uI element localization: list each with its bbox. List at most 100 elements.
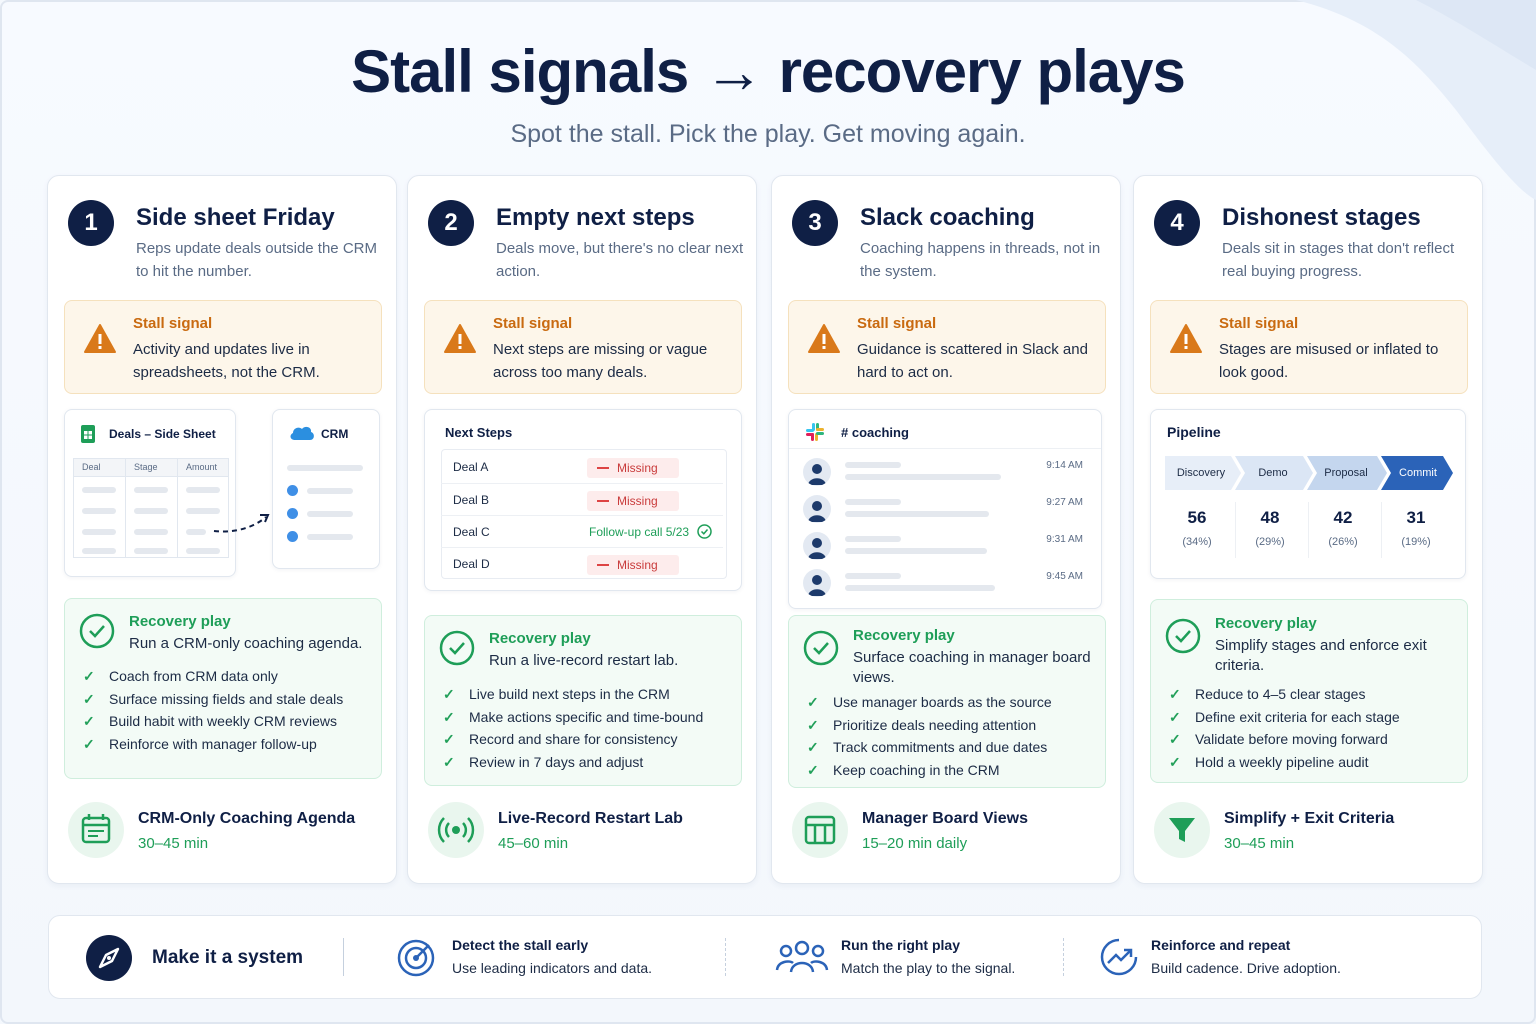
avatar (803, 458, 831, 486)
play-duration: 45–60 min (498, 835, 569, 852)
slack-panel: # coaching 9:14 AM 9:27 AM 9:31 AM 9:45 … (788, 409, 1102, 609)
panel-title: Next Steps (445, 425, 513, 440)
header: Stall signals → recovery plays Spot the … (0, 36, 1536, 149)
stall-signal-box: Stall signal Guidance is scattered in Sl… (788, 300, 1106, 394)
message-time: 9:27 AM (1046, 497, 1083, 508)
slack-icon (806, 423, 824, 441)
panel-title: Pipeline (1167, 424, 1221, 440)
recovery-list: ✓ Reduce to 4–5 clear stages ✓ Define exit… (1169, 683, 1400, 774)
list-item: ✓ Build habit with weekly CRM reviews (83, 713, 337, 730)
play-duration: 15–20 min daily (862, 835, 968, 852)
recovery-text: Simplify stages and enforce exit criteri… (1215, 637, 1427, 674)
stage-percent: (29%) (1255, 536, 1285, 548)
card-description: Reps update deals outside the CRM to hit… (136, 240, 377, 280)
recovery-heading: Recovery play (489, 630, 591, 647)
missing-badge: Missing (587, 458, 679, 478)
card-title: Empty next steps (496, 204, 695, 231)
recovery-list: ✓ Live build next steps in the CRM ✓ Make … (443, 683, 703, 774)
warning-icon (444, 324, 476, 353)
reinforce-item: Reinforce and repeat Build cadence. Driv… (1099, 916, 1399, 1000)
list-item: ✓ Use manager boards as the source (807, 694, 1052, 710)
recovery-play-box: Recovery play Surface coaching in manage… (788, 615, 1106, 788)
table-row: Deal A Missing (441, 451, 723, 483)
list-item: ✓ Make actions specific and time-bound (443, 708, 704, 725)
list-item: ✓ Hold a weekly pipeline audit (1169, 754, 1369, 771)
stage-count: 48 (1260, 508, 1280, 527)
list-item: ✓ Record and share for consistency (443, 731, 678, 748)
followup-text: Follow-up call 5/23 (589, 525, 690, 539)
stage-discovery: Discovery (1176, 467, 1226, 479)
crm-panel: CRM (272, 409, 380, 569)
side-sheet-visual: Deals – Side Sheet Deal Stage Amount CRM (64, 409, 382, 591)
message-time: 9:45 AM (1046, 571, 1083, 582)
card-slack-coaching: 3 Slack coaching Coaching happens in thr… (771, 175, 1121, 884)
play-footer: Live-Record Restart Lab 45–60 min (428, 802, 738, 862)
list-item: ✓ Live build next steps in the CRM (443, 686, 670, 702)
check-circle-icon (439, 630, 475, 666)
next-steps-panel: Next Steps Deal A Missing Deal B Missing… (424, 409, 742, 591)
pipeline-panel: Pipeline Discovery Demo Proposal Commit … (1150, 409, 1466, 579)
play-title: Manager Board Views (862, 810, 1028, 827)
stall-text: Guidance is scattered in Slack and hard … (857, 341, 1088, 381)
channel-name: # coaching (841, 425, 909, 440)
list-item: ✓ Review in 7 days and adjust (443, 754, 644, 771)
broadcast-icon (428, 802, 484, 858)
table-row: Deal D Missing (441, 547, 723, 579)
funnel-icon (1154, 802, 1210, 858)
missing-badge: Missing (587, 491, 679, 511)
table-row: Deal B Missing (441, 483, 723, 515)
stall-signal-box: Stall signal Stages are misused or infla… (1150, 300, 1468, 394)
card-number: 2 (428, 200, 474, 246)
message-time: 9:14 AM (1046, 460, 1083, 471)
stage-count: 31 (1406, 508, 1426, 527)
stage-percent: (34%) (1182, 536, 1212, 548)
calendar-icon (68, 802, 124, 858)
card-empty-next-steps: 2 Empty next steps Deals move, but there… (407, 175, 757, 884)
stage-demo: Demo (1258, 467, 1288, 479)
stall-signal-box: Stall signal Activity and updates live i… (64, 300, 382, 394)
recovery-play-box: Recovery play Run a live-record restart … (424, 615, 742, 786)
stage-commit: Commit (1399, 467, 1437, 479)
stage-proposal: Proposal (1324, 467, 1368, 479)
play-footer: Manager Board Views 15–20 min daily (792, 802, 1102, 862)
play-footer: Simplify + Exit Criteria 30–45 min (1154, 802, 1464, 862)
recovery-heading: Recovery play (1215, 615, 1317, 632)
board-icon (792, 802, 848, 858)
avatar (803, 569, 831, 597)
stall-heading: Stall signal (133, 315, 213, 332)
sheet-title: Deals – Side Sheet (109, 427, 216, 441)
card-description: Deals sit in stages that don't reflect r… (1222, 240, 1455, 280)
target-icon (397, 939, 435, 977)
detect-stall-item: Detect the stall early Use leading indic… (395, 916, 715, 1000)
system-label: Make it a system (85, 916, 345, 1000)
list-item: ✓ Surface missing fields and stale deals (83, 690, 344, 707)
check-circle-icon (697, 524, 712, 539)
list-item: ✓ Keep coaching in the CRM (807, 762, 1000, 779)
next-steps-table (441, 449, 727, 579)
stage-count: 56 (1187, 508, 1207, 527)
card-number: 4 (1154, 200, 1200, 246)
card-number: 1 (68, 200, 114, 246)
card-title: Dishonest stages (1222, 204, 1421, 231)
dashed-arrow-icon (213, 514, 270, 533)
list-item: ✓ Reduce to 4–5 clear stages (1169, 686, 1366, 702)
play-footer: CRM-Only Coaching Agenda 30–45 min (68, 802, 378, 862)
run-play-item: Run the right play Match the play to the… (775, 916, 1075, 1000)
stall-text: Activity and updates live in spreadsheet… (133, 341, 320, 381)
recovery-list: ✓ Use manager boards as the source ✓ Prior… (807, 691, 1052, 782)
stall-heading: Stall signal (493, 315, 573, 332)
stall-signal-box: Stall signal Next steps are missing or v… (424, 300, 742, 394)
missing-badge: Missing (587, 555, 679, 575)
message-row: 9:45 AM (803, 565, 1093, 602)
play-duration: 30–45 min (138, 835, 209, 852)
message-row: 9:27 AM (803, 491, 1093, 528)
card-number: 3 (792, 200, 838, 246)
warning-icon (808, 324, 840, 353)
recovery-heading: Recovery play (853, 627, 955, 644)
warning-icon (1170, 324, 1202, 353)
side-sheet-panel: Deals – Side Sheet Deal Stage Amount (64, 409, 236, 577)
column-header: Stage (134, 462, 158, 472)
avatar (803, 495, 831, 523)
pipeline-chevrons (1165, 456, 1453, 490)
page-subtitle: Spot the stall. Pick the play. Get movin… (510, 120, 1026, 148)
